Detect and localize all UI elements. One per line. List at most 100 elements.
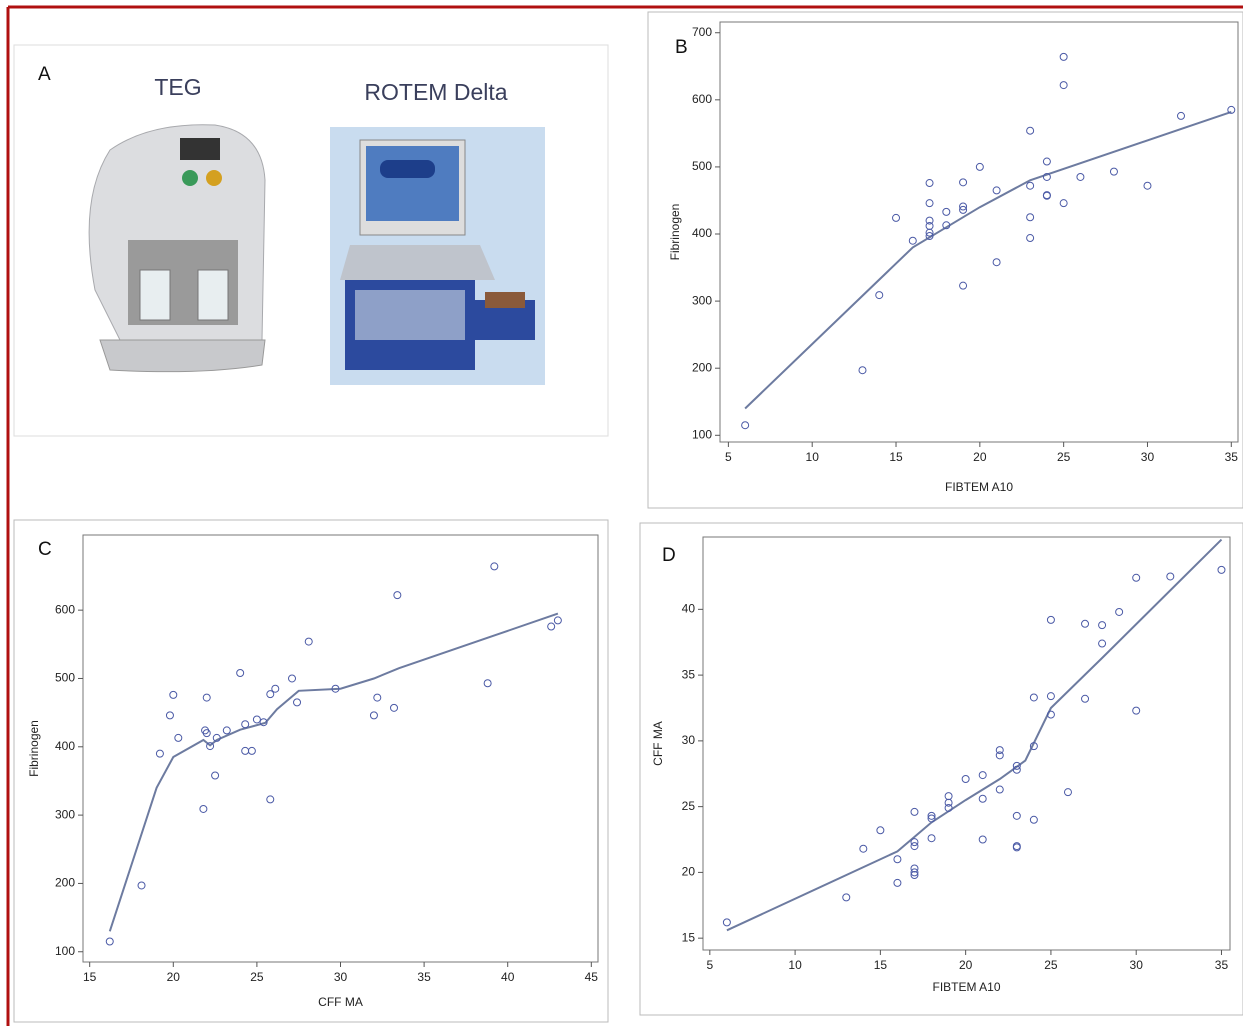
data-point [1012, 765, 1021, 774]
x-tick-label: 30 [1130, 958, 1144, 972]
y-tick-label: 30 [682, 733, 696, 747]
data-point [893, 855, 902, 864]
device-label: ROTEM Delta [364, 79, 507, 105]
data-point [1098, 621, 1107, 630]
data-point [1081, 694, 1090, 703]
y-tick-label: 40 [682, 602, 696, 616]
panel-label: D [662, 545, 676, 566]
data-point [1026, 181, 1035, 190]
data-point [247, 746, 256, 755]
data-point [169, 690, 178, 699]
data-point [1081, 619, 1090, 628]
plot-area [702, 536, 1231, 951]
data-point [393, 591, 402, 600]
y-tick-label: 600 [55, 602, 75, 616]
data-point [910, 838, 919, 847]
data-point [165, 711, 174, 720]
data-point [927, 834, 936, 843]
data-point [547, 622, 556, 631]
x-axis-label: FIBTEM A10 [932, 980, 1000, 994]
data-point [961, 775, 970, 784]
x-tick-label: 10 [806, 450, 820, 464]
data-point [722, 918, 731, 927]
x-tick-label: 15 [874, 958, 888, 972]
teg-device [88, 124, 266, 373]
data-point [212, 733, 221, 742]
data-point [206, 742, 215, 751]
fit-line [726, 538, 1223, 932]
data-point [266, 795, 275, 804]
data-point [202, 693, 211, 702]
data-point [1012, 843, 1021, 852]
data-point [199, 804, 208, 813]
y-tick-label: 500 [55, 671, 75, 685]
data-point [892, 213, 901, 222]
data-point [241, 720, 250, 729]
data-point [859, 844, 868, 853]
data-point [1063, 788, 1072, 797]
data-point [373, 693, 382, 702]
x-tick-label: 10 [788, 958, 802, 972]
y-tick-label: 300 [692, 293, 712, 307]
data-point [1059, 81, 1068, 90]
data-point [236, 669, 245, 678]
data-point [266, 690, 275, 699]
data-point [1026, 126, 1035, 135]
x-tick-label: 5 [725, 450, 732, 464]
data-point [842, 893, 851, 902]
data-point [1026, 234, 1035, 243]
data-point [925, 232, 934, 241]
data-point [995, 785, 1004, 794]
data-point [959, 281, 968, 290]
data-point [1132, 706, 1141, 715]
panel-label: A [38, 64, 51, 85]
data-point [1109, 167, 1118, 176]
chart-panel: B 5 10 15 20 25 30 35 100 200 300 400 500 600 700 FIBTE… [647, 11, 1243, 509]
data-point [925, 216, 934, 225]
panel-label: C [38, 539, 52, 560]
data-point [992, 258, 1001, 267]
data-point [1115, 607, 1124, 616]
y-tick-label: 35 [682, 667, 696, 681]
data-point [259, 718, 268, 727]
data-point [978, 794, 987, 803]
data-point [1046, 615, 1055, 624]
device-label: TEG [154, 74, 201, 100]
data-point [910, 871, 919, 880]
y-tick-label: 100 [692, 427, 712, 441]
data-point [1029, 693, 1038, 702]
data-point [741, 421, 750, 430]
x-tick-label: 25 [1057, 450, 1071, 464]
x-tick-label: 35 [1215, 958, 1229, 972]
data-point [992, 186, 1001, 195]
y-tick-label: 400 [692, 226, 712, 240]
y-tick-label: 100 [55, 944, 75, 958]
data-point [155, 749, 164, 758]
data-point [876, 826, 885, 835]
data-point [331, 684, 340, 693]
x-tick-label: 30 [1141, 450, 1155, 464]
fit-line [744, 110, 1232, 410]
data-point [858, 366, 867, 375]
plot-area [719, 21, 1239, 443]
data-point [483, 679, 492, 688]
data-point [1076, 172, 1085, 181]
y-tick-label: 25 [682, 799, 696, 813]
data-point [925, 199, 934, 208]
x-axis-label: FIBTEM A10 [945, 480, 1013, 494]
data-point [390, 703, 399, 712]
x-tick-label: 40 [501, 970, 515, 984]
y-tick-label: 400 [55, 739, 75, 753]
data-point [490, 562, 499, 571]
data-point [1042, 172, 1051, 181]
data-point [925, 179, 934, 188]
data-point [978, 835, 987, 844]
x-tick-label: 15 [83, 970, 97, 984]
chart-panel: C 15 20 25 30 35 40 45 100 200 300 400 500 600 CFF MA F… [13, 519, 609, 1023]
x-tick-label: 35 [417, 970, 431, 984]
data-point [1059, 52, 1068, 61]
data-point [1026, 213, 1035, 222]
x-tick-label: 35 [1225, 450, 1239, 464]
data-point [942, 221, 951, 230]
